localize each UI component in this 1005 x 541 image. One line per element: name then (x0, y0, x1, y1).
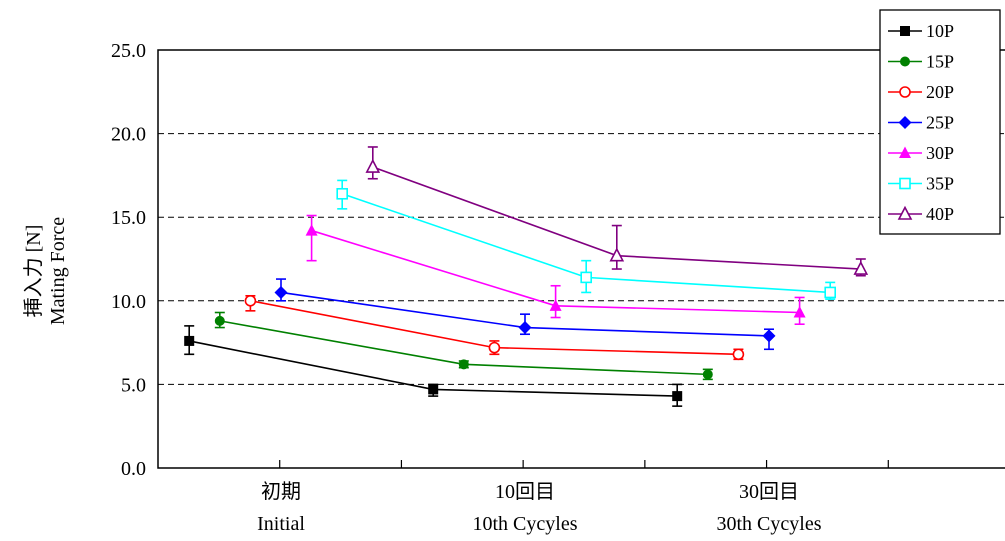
y-tick-label: 20.0 (111, 124, 146, 146)
y-axis-label-en: Mating Force (47, 217, 69, 325)
legend-label: 20P (926, 82, 954, 102)
y-tick-label: 15.0 (111, 207, 146, 229)
y-tick-label: 5.0 (121, 374, 146, 396)
series-15P (214, 311, 713, 381)
data-point (336, 187, 349, 200)
x-category-label-en: 10th Cycyles (473, 513, 578, 535)
x-axis-category-labels: 初期 Initial 10回目 10th Cycyles 30回目 30th Cycyle… (257, 480, 822, 535)
error-bar (306, 214, 317, 262)
data-point (274, 285, 288, 299)
series-10P (184, 325, 683, 407)
gridlines (158, 133, 1005, 385)
x-category-label: 30回目 (739, 481, 799, 503)
series-layer (184, 146, 869, 407)
legend-label: 10P (926, 21, 954, 41)
data-point (793, 306, 806, 318)
legend-label: 25P (926, 113, 954, 133)
data-point (672, 391, 683, 402)
series-20P (244, 294, 745, 361)
data-point (488, 341, 501, 354)
data-point (702, 369, 713, 380)
legend-item: 35P (888, 174, 954, 194)
data-point (853, 260, 869, 275)
data-point (365, 158, 381, 173)
x-category-label: 初期 (261, 480, 301, 503)
data-point (244, 294, 257, 307)
legend-item: 25P (888, 113, 954, 133)
y-axis-tick-labels: 0.0 5.0 10.0 15.0 20.0 25.0 (111, 40, 146, 480)
legend-label: 15P (926, 52, 954, 72)
legend-label: 40P (926, 204, 954, 224)
data-point (732, 348, 745, 361)
legend-item: 15P (888, 52, 954, 72)
data-point (458, 359, 469, 370)
y-tick-label: 10.0 (111, 291, 146, 313)
x-category-label-en: 30th Cycyles (717, 513, 822, 535)
y-axis-label: 挿入力 [N] Mating Force (22, 217, 69, 325)
x-category-label: 10回目 (495, 481, 555, 503)
data-point (824, 286, 837, 299)
error-bar (611, 224, 622, 270)
y-axis-label-jp: 挿入力 [N] (22, 225, 45, 318)
plot-area (157, 49, 1005, 469)
series-30P (305, 214, 806, 326)
data-point (549, 299, 562, 311)
legend-item: 20P (888, 82, 954, 102)
series-25P (274, 278, 776, 351)
series-40P (365, 146, 869, 277)
x-category-label-en: Initial (257, 513, 305, 535)
data-point (518, 321, 532, 335)
data-point (609, 247, 625, 262)
legend-label: 35P (926, 174, 954, 194)
y-tick-label: 0.0 (121, 458, 146, 480)
legend: 10P 15P 20P 25P 30P 35P 40P (879, 9, 1001, 235)
legend-item: 40P (888, 204, 954, 224)
series-35P (336, 179, 837, 300)
data-point (214, 315, 225, 326)
x-axis-ticks (279, 460, 889, 468)
legend-item: 10P (888, 21, 954, 41)
legend-item: 30P (888, 143, 954, 163)
data-point (580, 271, 593, 284)
data-point (184, 335, 195, 346)
data-point (762, 329, 776, 343)
legend-label: 30P (926, 143, 954, 163)
data-point (428, 384, 439, 395)
y-tick-label: 25.0 (111, 40, 146, 62)
data-point (305, 224, 318, 236)
